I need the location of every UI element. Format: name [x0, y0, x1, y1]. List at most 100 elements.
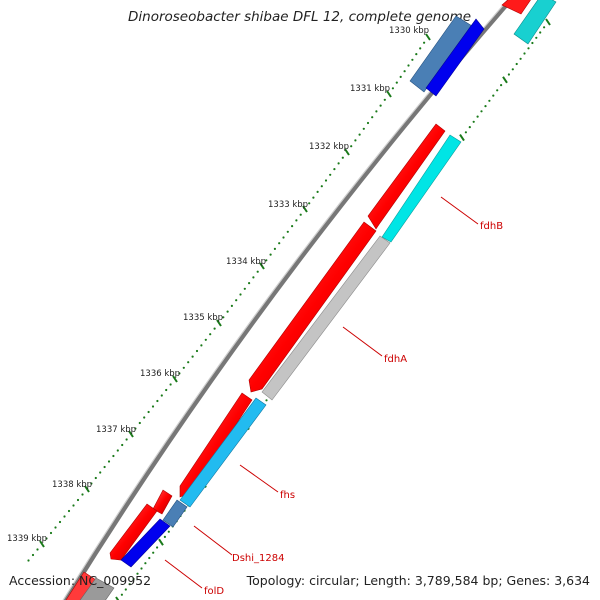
- gene-arrow[interactable]: [162, 499, 188, 528]
- scale-outer-minor-tick: [527, 47, 530, 50]
- scale-outer-minor-tick: [144, 562, 147, 565]
- scale-minor-tick: [299, 213, 302, 216]
- scale-major-tick: [39, 540, 45, 548]
- scale-minor-tick: [63, 515, 66, 518]
- gene-label-fhs[interactable]: fhs: [280, 490, 295, 501]
- scale-minor-tick: [195, 349, 199, 353]
- scale-outer-minor-tick: [500, 84, 503, 87]
- gene-arrow[interactable]: [425, 18, 485, 97]
- scale-minor-tick: [230, 304, 233, 307]
- scale-minor-tick: [341, 156, 344, 159]
- scale-minor-tick: [375, 110, 378, 113]
- gene-labels: fdhB fdhA fhs Dshi_1284 folD: [204, 221, 503, 597]
- scale-outer-minor-tick: [464, 131, 467, 134]
- scale-tick-label: 1337 kbp: [96, 425, 136, 435]
- genome-backbone: [63, 0, 514, 600]
- scale-minor-tick: [395, 81, 398, 84]
- scale-minor-tick: [200, 344, 203, 347]
- scale-minor-tick: [107, 460, 111, 463]
- scale-outer-minor-tick: [136, 572, 139, 575]
- scale-minor-tick: [286, 230, 289, 233]
- scale-minor-tick: [399, 75, 402, 78]
- scale-minor-tick: [407, 64, 410, 67]
- scale-minor-tick: [147, 410, 150, 414]
- scale-outer-minor-tick: [156, 546, 159, 549]
- accession-text: Accession: NC_009952: [9, 573, 152, 588]
- gene-label-fdhB[interactable]: fdhB: [480, 221, 503, 232]
- scale-minor-tick: [143, 416, 146, 419]
- gene-arrow[interactable]: [120, 518, 171, 568]
- scale-minor-tick: [31, 553, 35, 557]
- scale-minor-tick: [320, 185, 323, 188]
- scale-major-tick: [172, 375, 178, 383]
- scale-minor-tick: [329, 173, 332, 176]
- gene-label-dshi-1284[interactable]: Dshi_1284: [232, 553, 284, 564]
- gene-arrow[interactable]: [73, 577, 115, 600]
- scale-tick-label: 1330 kbp: [389, 26, 429, 36]
- scale-outer-major-tick: [158, 538, 164, 546]
- scale-outer-minor-tick: [507, 73, 510, 76]
- scale-minor-tick: [354, 139, 357, 142]
- scale-outer-minor-tick: [468, 126, 471, 129]
- scale-minor-tick: [204, 338, 207, 341]
- gene-label-folD[interactable]: folD: [204, 586, 224, 597]
- scale-minor-tick: [248, 282, 251, 285]
- scale-outer-major-tick: [115, 596, 120, 600]
- scale-minor-tick: [178, 372, 181, 375]
- scale-minor-tick: [58, 520, 62, 524]
- scale-minor-tick: [156, 399, 159, 403]
- scale-minor-tick: [169, 383, 172, 386]
- scale-minor-tick: [160, 394, 163, 397]
- scale-outer-minor-tick: [484, 105, 487, 108]
- scale-outer-minor-tick: [492, 94, 495, 97]
- gene-arrow[interactable]: [513, 0, 557, 45]
- gene-label-fdhA[interactable]: fdhA: [384, 354, 407, 365]
- scale-minor-tick: [45, 537, 48, 540]
- scale-major-tick: [259, 262, 265, 270]
- scale-minor-tick: [379, 104, 382, 107]
- gene-arrow[interactable]: [381, 134, 462, 243]
- scale-tick-label: 1338 kbp: [52, 480, 92, 490]
- scale-minor-tick: [256, 270, 259, 273]
- scale-minor-tick: [36, 548, 39, 551]
- scale-outer-major-tick: [502, 76, 508, 84]
- scale-minor-tick: [121, 443, 124, 447]
- scale-minor-tick: [278, 242, 281, 245]
- gene-arrow[interactable]: [261, 235, 391, 401]
- scale-outer-minor-tick: [476, 115, 479, 118]
- scale-minor-tick: [94, 476, 97, 480]
- gene-arrow[interactable]: [501, 0, 536, 15]
- scale-outer-minor-tick: [539, 31, 542, 34]
- scale-outer-minor-tick: [167, 530, 170, 533]
- scale-outer-minor-tick: [488, 99, 491, 102]
- genome-summary-text: Topology: circular; Length: 3,789,584 bp…: [246, 573, 590, 588]
- scale-tick-label: 1336 kbp: [140, 369, 180, 379]
- scale-minor-tick: [391, 87, 394, 90]
- scale-minor-tick: [419, 47, 422, 50]
- scale-minor-tick: [209, 333, 212, 336]
- scale-minor-tick: [76, 498, 80, 502]
- scale-minor-tick: [187, 361, 190, 364]
- scale-minor-tick: [371, 116, 374, 119]
- gene-arrow[interactable]: [179, 397, 267, 508]
- scale-minor-tick: [423, 41, 426, 44]
- scale-minor-tick: [252, 276, 255, 279]
- scale-tick-label: 1332 kbp: [309, 142, 349, 152]
- scale-minor-tick: [226, 310, 229, 313]
- gene-arrow[interactable]: [248, 221, 377, 393]
- scale-minor-tick: [269, 253, 272, 256]
- gene-arrow[interactable]: [152, 489, 173, 515]
- scale-minor-ticks: [27, 41, 426, 562]
- scale-minor-tick: [411, 58, 414, 61]
- scale-minor-tick: [54, 526, 57, 529]
- scale-minor-tick: [235, 299, 238, 302]
- scale-outer-minor-tick: [543, 26, 546, 29]
- scale-minor-tick: [383, 98, 386, 101]
- gene-arrow[interactable]: [109, 503, 158, 561]
- gene-arrow[interactable]: [367, 123, 446, 230]
- scale-minor-tick: [362, 127, 365, 130]
- scale-outer-minor-tick: [152, 551, 155, 554]
- map-title: Dinoroseobacter shibae DFL 12, complete …: [128, 9, 472, 25]
- scale-minor-tick: [324, 179, 328, 182]
